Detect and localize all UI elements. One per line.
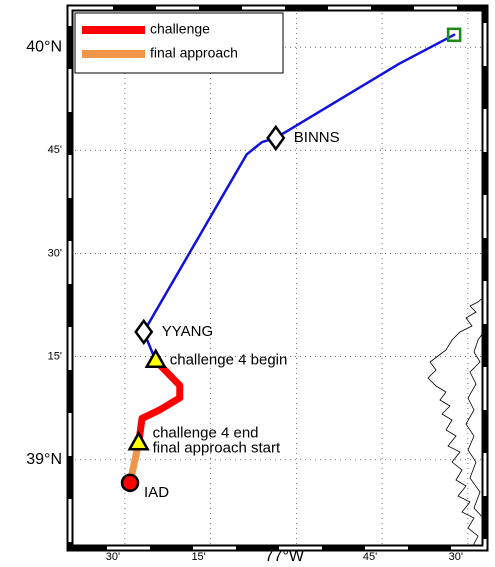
y-tick-label: 40°N	[26, 38, 62, 55]
legend-box	[74, 12, 284, 74]
waypoint-marker	[446, 27, 462, 43]
waypoint-label: challenge 4 end	[153, 425, 259, 442]
waypoint-label: challenge 4 begin	[170, 352, 288, 369]
waypoint-label: final approach start	[153, 440, 281, 457]
waypoint-marker	[127, 430, 150, 451]
frame-dash	[68, 6, 487, 550]
x-tick-label: 15'	[191, 551, 205, 563]
route-line	[142, 33, 456, 362]
legend-label: final approach	[150, 45, 238, 61]
y-tick-label: 45'	[48, 144, 62, 156]
waypoint-marker	[134, 318, 154, 345]
series-line	[135, 357, 184, 447]
x-tick-label: 30'	[449, 551, 463, 563]
waypoint-label: BINNS	[294, 129, 340, 146]
legend-label: challenge	[150, 21, 210, 37]
x-tick-label: 77°W	[265, 548, 305, 565]
waypoint-marker	[120, 473, 140, 493]
y-tick-label: 15'	[48, 350, 62, 362]
waypoint-marker	[144, 348, 167, 368]
waypoint-label: YYANG	[162, 323, 213, 340]
coastline	[427, 295, 486, 549]
waypoint-marker	[266, 124, 286, 152]
y-tick-label: 39°N	[26, 451, 62, 468]
x-tick-label: 30'	[106, 551, 120, 563]
x-tick-label: 45'	[363, 551, 377, 563]
y-tick-label: 30'	[48, 247, 62, 259]
waypoint-label: IAD	[144, 484, 169, 501]
